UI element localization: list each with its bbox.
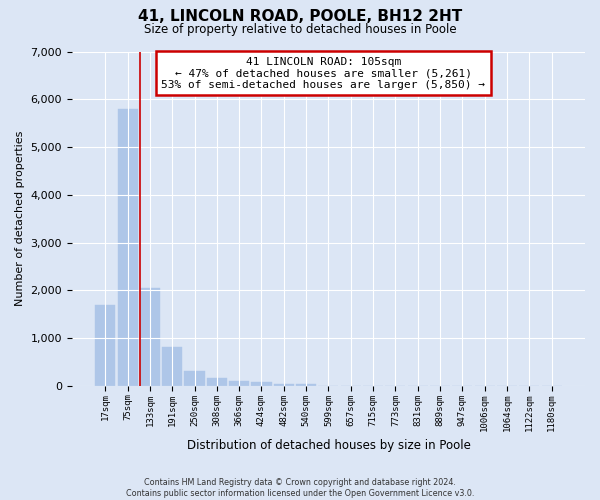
Bar	[207, 378, 227, 386]
Bar	[118, 109, 137, 386]
Text: Size of property relative to detached houses in Poole: Size of property relative to detached ho…	[143, 22, 457, 36]
Bar	[229, 380, 249, 386]
Bar	[95, 304, 115, 386]
Bar	[274, 384, 294, 386]
Text: 41, LINCOLN ROAD, POOLE, BH12 2HT: 41, LINCOLN ROAD, POOLE, BH12 2HT	[138, 9, 462, 24]
X-axis label: Distribution of detached houses by size in Poole: Distribution of detached houses by size …	[187, 440, 470, 452]
Bar	[162, 346, 182, 386]
Bar	[184, 371, 205, 386]
Text: Contains HM Land Registry data © Crown copyright and database right 2024.
Contai: Contains HM Land Registry data © Crown c…	[126, 478, 474, 498]
Bar	[251, 382, 272, 386]
Bar	[140, 288, 160, 386]
Text: 41 LINCOLN ROAD: 105sqm
← 47% of detached houses are smaller (5,261)
53% of semi: 41 LINCOLN ROAD: 105sqm ← 47% of detache…	[161, 56, 485, 90]
Bar	[296, 384, 316, 386]
Y-axis label: Number of detached properties: Number of detached properties	[15, 131, 25, 306]
